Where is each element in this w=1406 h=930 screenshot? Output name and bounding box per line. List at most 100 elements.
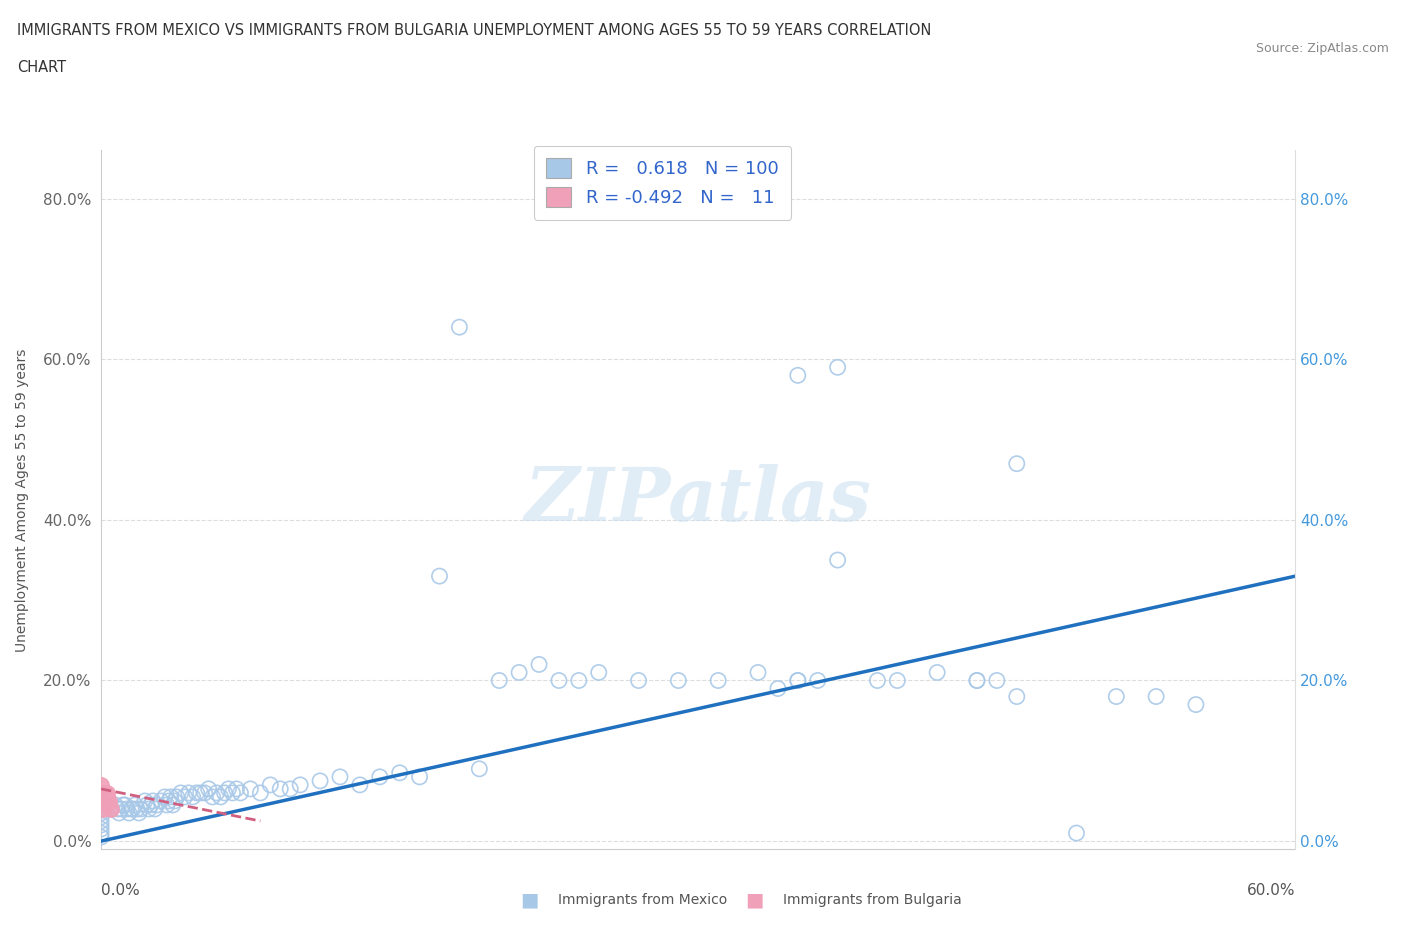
Point (368, 769, 391, 784)
Point (149, 793, 172, 808)
Point (94, 793, 117, 808)
Point (91, 802, 114, 817)
Point (90, 798, 112, 813)
Point (886, 673, 908, 688)
Point (269, 781, 291, 796)
Point (96, 793, 118, 808)
Point (548, 673, 571, 688)
Point (568, 673, 591, 688)
Point (259, 777, 281, 792)
Point (229, 786, 252, 801)
Point (827, 360, 849, 375)
Point (807, 673, 830, 688)
Legend: R =   0.618   N = 100, R = -0.492   N =   11: R = 0.618 N = 100, R = -0.492 N = 11 (534, 146, 792, 219)
Point (205, 786, 228, 801)
Point (129, 802, 152, 817)
Point (170, 786, 193, 801)
Point (146, 798, 169, 813)
Point (329, 769, 352, 784)
Point (194, 786, 217, 801)
Point (90, 793, 112, 808)
Point (166, 790, 188, 804)
Point (108, 805, 131, 820)
Point (98, 793, 121, 808)
Point (138, 802, 160, 817)
Point (627, 673, 650, 688)
Text: ■: ■ (745, 891, 763, 910)
Point (177, 786, 200, 801)
Point (90, 814, 112, 829)
Point (143, 802, 166, 817)
Point (90, 802, 112, 817)
Point (666, 673, 689, 688)
Point (707, 673, 730, 688)
Point (866, 673, 889, 688)
Text: CHART: CHART (17, 60, 66, 75)
Point (135, 798, 157, 813)
Text: ZIPatlas: ZIPatlas (524, 463, 872, 536)
Point (927, 665, 949, 680)
Point (449, 320, 471, 335)
Point (239, 781, 262, 796)
Point (786, 673, 808, 688)
Point (91, 786, 114, 801)
Point (408, 769, 430, 784)
Point (96, 786, 118, 801)
Point (105, 802, 128, 817)
Point (125, 802, 148, 817)
Point (278, 781, 301, 796)
Point (156, 798, 179, 813)
Point (186, 786, 208, 801)
Point (288, 777, 311, 792)
Point (163, 793, 186, 808)
Point (1105, 689, 1128, 704)
Point (1185, 698, 1208, 712)
Point (1144, 689, 1167, 704)
Point (153, 790, 176, 804)
Point (221, 786, 243, 801)
Point (114, 798, 136, 813)
Point (90, 786, 112, 801)
Point (181, 790, 204, 804)
Text: 0.0%: 0.0% (101, 884, 139, 898)
Point (90, 821, 112, 836)
Point (173, 790, 195, 804)
Point (110, 802, 132, 817)
Point (786, 673, 808, 688)
Point (218, 781, 240, 796)
Point (966, 673, 988, 688)
Point (201, 790, 224, 804)
Point (134, 793, 156, 808)
Point (100, 802, 122, 817)
Text: Source: ZipAtlas.com: Source: ZipAtlas.com (1256, 42, 1389, 55)
Point (966, 673, 988, 688)
Point (197, 781, 219, 796)
Point (388, 765, 411, 780)
Point (90, 805, 112, 820)
Point (162, 798, 184, 813)
Point (90, 777, 112, 792)
Point (588, 665, 610, 680)
Point (139, 798, 162, 813)
Point (90, 817, 112, 832)
Point (90, 793, 112, 808)
Point (1005, 689, 1028, 704)
Point (747, 665, 769, 680)
Point (214, 786, 236, 801)
Point (488, 673, 510, 688)
Point (209, 790, 232, 804)
Point (1005, 457, 1028, 472)
Point (249, 786, 271, 801)
Text: ■: ■ (520, 891, 538, 910)
Text: 60.0%: 60.0% (1247, 884, 1295, 898)
Point (142, 793, 165, 808)
Point (100, 802, 122, 817)
Point (90, 810, 112, 825)
Point (508, 665, 530, 680)
Point (766, 681, 789, 696)
Point (115, 802, 138, 817)
Point (111, 798, 134, 813)
Text: Immigrants from Bulgaria: Immigrants from Bulgaria (783, 893, 962, 908)
Point (128, 805, 150, 820)
Point (429, 568, 451, 583)
